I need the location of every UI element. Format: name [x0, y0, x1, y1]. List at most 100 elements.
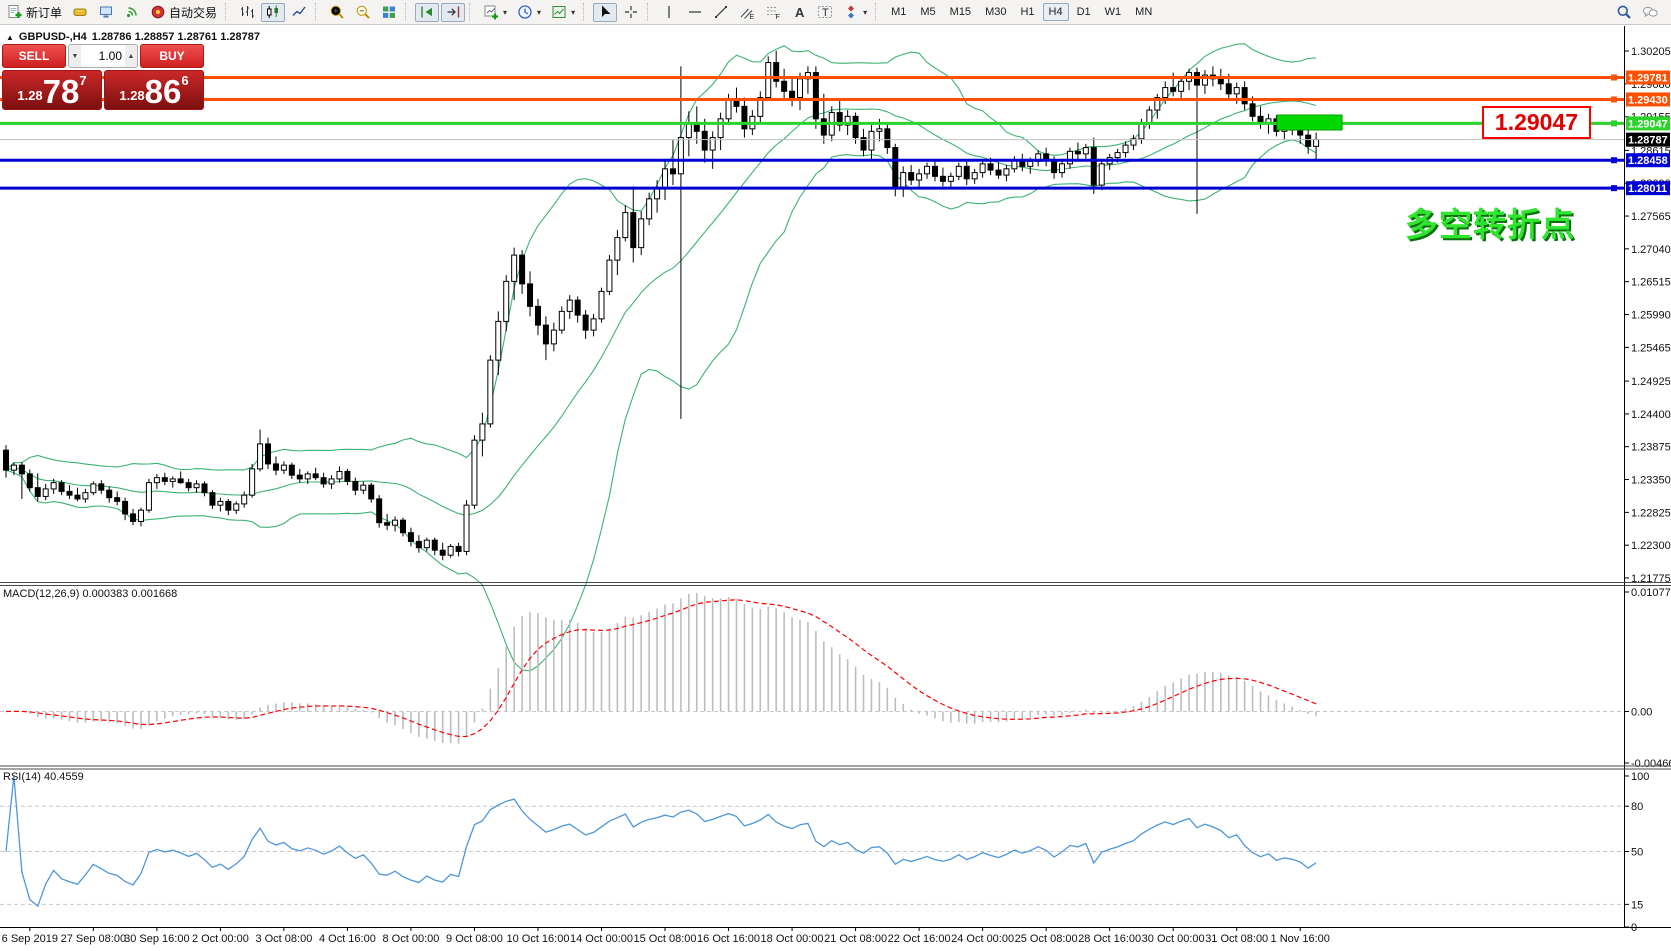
- price-tick-label: 1.27565: [1631, 211, 1671, 223]
- ohlc-values: 1.28786 1.28857 1.28761 1.28787: [91, 31, 260, 43]
- candle: [558, 310, 565, 331]
- arrows-button[interactable]: ▾: [839, 3, 871, 22]
- candle: [773, 62, 780, 82]
- new-order-button[interactable]: 新订单: [3, 3, 66, 22]
- candle: [797, 78, 803, 99]
- candle: [662, 168, 669, 189]
- periods-button[interactable]: ▾: [513, 3, 545, 22]
- price-tick-label: 1.23875: [1631, 442, 1671, 454]
- collapse-arrow-icon[interactable]: ▲: [6, 32, 14, 42]
- candle: [122, 500, 129, 515]
- crosshair-button[interactable]: [619, 3, 643, 22]
- candle: [971, 172, 978, 180]
- timeframe-h1-button[interactable]: H1: [1020, 6, 1035, 18]
- candle: [3, 449, 9, 471]
- rsi-axis-label: 15: [1631, 899, 1643, 911]
- signals-icon: [126, 7, 137, 18]
- buy-price-button[interactable]: 1.28 86 6: [104, 70, 204, 110]
- time-axis-label: 10 Oct 16:00: [506, 933, 569, 945]
- trendline-button[interactable]: [709, 3, 733, 22]
- volume-decrease-button[interactable]: ▼: [69, 45, 81, 67]
- timeframe-mn-button[interactable]: MN: [1135, 6, 1153, 18]
- history-center-button[interactable]: [68, 3, 92, 22]
- line-end-marker[interactable]: [1611, 74, 1617, 81]
- volume-increase-button[interactable]: ▲: [125, 45, 137, 67]
- toolbar-separator: [875, 3, 881, 21]
- timeframe-d1-button[interactable]: D1: [1076, 6, 1091, 18]
- templates-button[interactable]: ▾: [547, 3, 579, 22]
- equidistant-channel-button[interactable]: E: [735, 3, 759, 22]
- candle: [288, 464, 295, 476]
- bar-chart-button[interactable]: [235, 3, 259, 22]
- terminal-button[interactable]: [94, 3, 118, 22]
- horizontal-line-button[interactable]: [683, 3, 707, 22]
- line-chart-button[interactable]: [287, 3, 311, 22]
- candle: [185, 482, 192, 489]
- candle: [757, 97, 764, 117]
- line-end-marker[interactable]: [1611, 120, 1617, 127]
- search-button[interactable]: [1612, 3, 1636, 22]
- chinese-note-text[interactable]: 多空转折点: [1405, 206, 1575, 243]
- timeframe-w1-button[interactable]: W1: [1104, 6, 1122, 18]
- buy-button[interactable]: BUY: [140, 44, 204, 68]
- text-label-button[interactable]: T: [813, 3, 837, 22]
- candle: [1082, 147, 1089, 155]
- price-tag-1.28458: [1626, 153, 1670, 168]
- timeframe-m1-button[interactable]: M1: [891, 6, 907, 18]
- dropdown-caret-icon[interactable]: ▾: [503, 7, 508, 17]
- candle: [1178, 80, 1185, 92]
- candle: [336, 470, 343, 480]
- line-end-marker[interactable]: [1611, 185, 1617, 192]
- candle: [272, 463, 279, 471]
- new-chart-button[interactable]: ▾: [479, 3, 511, 22]
- svg-text:A: A: [795, 5, 805, 20]
- dropdown-caret-icon[interactable]: ▾: [863, 7, 868, 17]
- buy-price-pip: 6: [181, 73, 189, 88]
- candle: [646, 198, 653, 220]
- volume-input[interactable]: [81, 45, 125, 67]
- auto-trading-button[interactable]: 自动交易: [146, 3, 221, 22]
- candle: [415, 540, 422, 549]
- chat-button[interactable]: [1638, 3, 1662, 22]
- timeframe-h4-button[interactable]: H4: [1042, 3, 1069, 21]
- dropdown-caret-icon[interactable]: ▾: [571, 7, 576, 17]
- candle: [884, 128, 891, 149]
- tile-windows-button[interactable]: [377, 3, 401, 22]
- timeframe-m5-button[interactable]: M5: [920, 6, 936, 18]
- line-end-marker[interactable]: [1611, 96, 1617, 103]
- candle: [844, 115, 851, 126]
- buy-price-prefix: 1.28: [119, 88, 145, 103]
- cursor-button[interactable]: [593, 2, 618, 22]
- price-tag-1.29430: [1626, 92, 1670, 107]
- zoom-out-icon: [356, 5, 370, 19]
- candle: [868, 130, 875, 151]
- candle: [98, 483, 105, 491]
- vertical-line-button[interactable]: [657, 3, 681, 22]
- dropdown-caret-icon[interactable]: ▾: [537, 7, 542, 17]
- line-end-marker[interactable]: [1611, 157, 1617, 164]
- signals-button[interactable]: [120, 3, 144, 22]
- timeframe-m30-button[interactable]: M30: [985, 6, 1007, 18]
- toolbar: 新订单 自动交易 ▾ ▾ ▾ E F A T ▾ M1 M5 M15 M30 H1 H4 D1 W1 MN: [0, 0, 1671, 25]
- timeframe-m15-button[interactable]: M15: [949, 6, 972, 18]
- chart-shift-button[interactable]: [415, 2, 440, 22]
- hline-icon: [689, 11, 702, 13]
- candle: [1051, 159, 1058, 174]
- price-tick-label: 1.22300: [1631, 540, 1671, 552]
- text-button[interactable]: A: [787, 3, 811, 22]
- label-icon: T: [818, 6, 833, 19]
- candle: [280, 464, 287, 471]
- candle: [423, 539, 430, 549]
- green-highlight-box[interactable]: [1276, 114, 1343, 131]
- zoom-out-button[interactable]: [351, 3, 375, 22]
- zoom-in-button[interactable]: [325, 3, 349, 22]
- candle: [1074, 150, 1081, 155]
- auto-scroll-button[interactable]: [441, 2, 466, 22]
- candlestick-chart-button[interactable]: [261, 2, 286, 22]
- price-callout-box[interactable]: 1.29047: [1482, 106, 1591, 139]
- sell-button[interactable]: SELL: [2, 44, 66, 68]
- sell-price-button[interactable]: 1.28 78 7: [2, 70, 102, 110]
- fibonacci-button[interactable]: F: [761, 3, 785, 22]
- zoom-in-icon: [330, 5, 344, 19]
